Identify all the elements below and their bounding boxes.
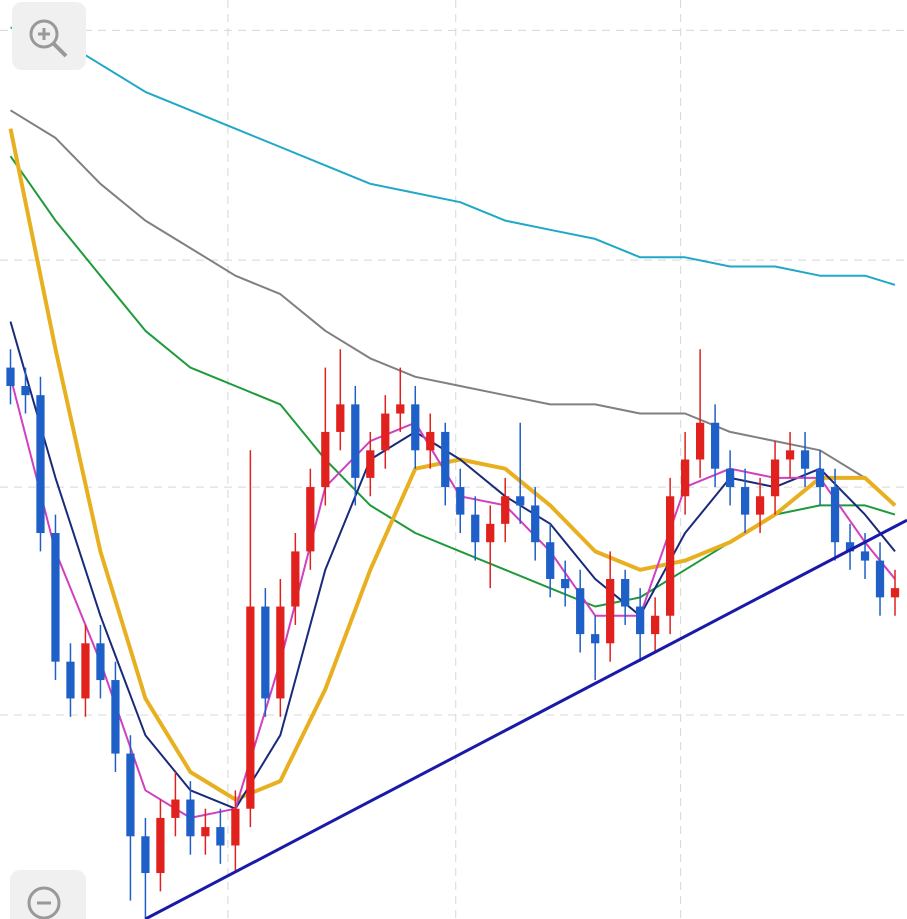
candle-body	[830, 487, 840, 543]
candle-body	[636, 606, 645, 635]
candle-body	[800, 450, 810, 469]
candle-body	[845, 542, 855, 552]
candle-body	[411, 404, 420, 451]
candle-body	[815, 468, 825, 488]
candle-body	[501, 496, 510, 524]
zoom-out-bg[interactable]	[10, 870, 86, 919]
candle-body	[531, 505, 540, 543]
candle-body	[51, 533, 60, 662]
candle-body	[351, 404, 360, 478]
candle-body	[426, 431, 435, 451]
candle-body	[606, 578, 615, 644]
candle-body	[725, 468, 735, 488]
candle-body	[291, 551, 300, 607]
trend	[144, 518, 907, 919]
candle-body	[755, 496, 765, 515]
candle-body	[381, 413, 390, 451]
trend-line	[144, 518, 907, 919]
candle-body	[441, 431, 450, 488]
candle-body	[486, 523, 495, 543]
candle-body	[261, 606, 270, 699]
candle-body	[246, 606, 255, 809]
candle-body	[21, 385, 30, 396]
candle-body	[890, 588, 900, 598]
candle-body	[740, 487, 750, 515]
candle-body	[66, 661, 75, 699]
candle-body	[680, 459, 690, 497]
candle-body	[396, 404, 405, 414]
zoom-in-icon	[52, 42, 68, 58]
candle-body	[156, 817, 165, 874]
candle-body	[276, 606, 285, 699]
candle-body	[666, 496, 675, 616]
candle-body	[96, 643, 105, 681]
candle-body	[231, 808, 240, 846]
candle-body	[456, 487, 465, 515]
candle-body	[770, 459, 780, 497]
candle-body	[6, 367, 15, 386]
candle-body	[186, 799, 195, 837]
zoom-out-icon	[27, 886, 61, 919]
candle-body	[111, 680, 120, 754]
candle-body	[471, 514, 480, 543]
candles	[6, 349, 900, 919]
zoom-in-bg[interactable]	[12, 2, 86, 70]
candle-body	[546, 542, 555, 579]
candle-body	[201, 827, 210, 837]
candle-body	[621, 578, 630, 607]
zoom-out-button[interactable]	[10, 870, 86, 919]
candle-body	[710, 422, 720, 469]
candle-body	[516, 496, 525, 506]
candle-body	[171, 799, 180, 818]
candle-body	[141, 836, 150, 874]
candle-body	[306, 487, 315, 552]
zoom-in-icon	[29, 19, 59, 49]
candle-body	[561, 578, 570, 589]
candle-body	[785, 450, 795, 460]
moving-average	[10, 26, 896, 286]
moving-average	[9, 109, 896, 507]
candle-body	[695, 422, 705, 460]
candle-body	[336, 404, 345, 432]
candle-body	[81, 643, 90, 699]
zoom-in-button[interactable]	[12, 2, 86, 70]
candle-body	[860, 551, 870, 561]
candle-body	[126, 753, 135, 837]
candle-body	[651, 615, 660, 635]
candle-body	[576, 588, 585, 635]
candle-body	[366, 450, 375, 478]
candle-body	[591, 634, 600, 644]
candle-body	[321, 431, 330, 488]
candle-body	[875, 560, 885, 598]
candle-body	[36, 395, 45, 534]
candle-body	[216, 827, 225, 846]
